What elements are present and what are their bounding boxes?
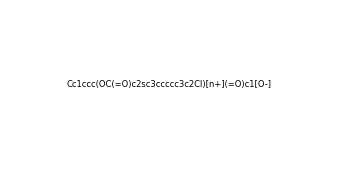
Text: Cc1ccc(OC(=O)c2sc3ccccc3c2Cl)[n+](=O)c1[O-]: Cc1ccc(OC(=O)c2sc3ccccc3c2Cl)[n+](=O)c1[… [67,81,271,89]
